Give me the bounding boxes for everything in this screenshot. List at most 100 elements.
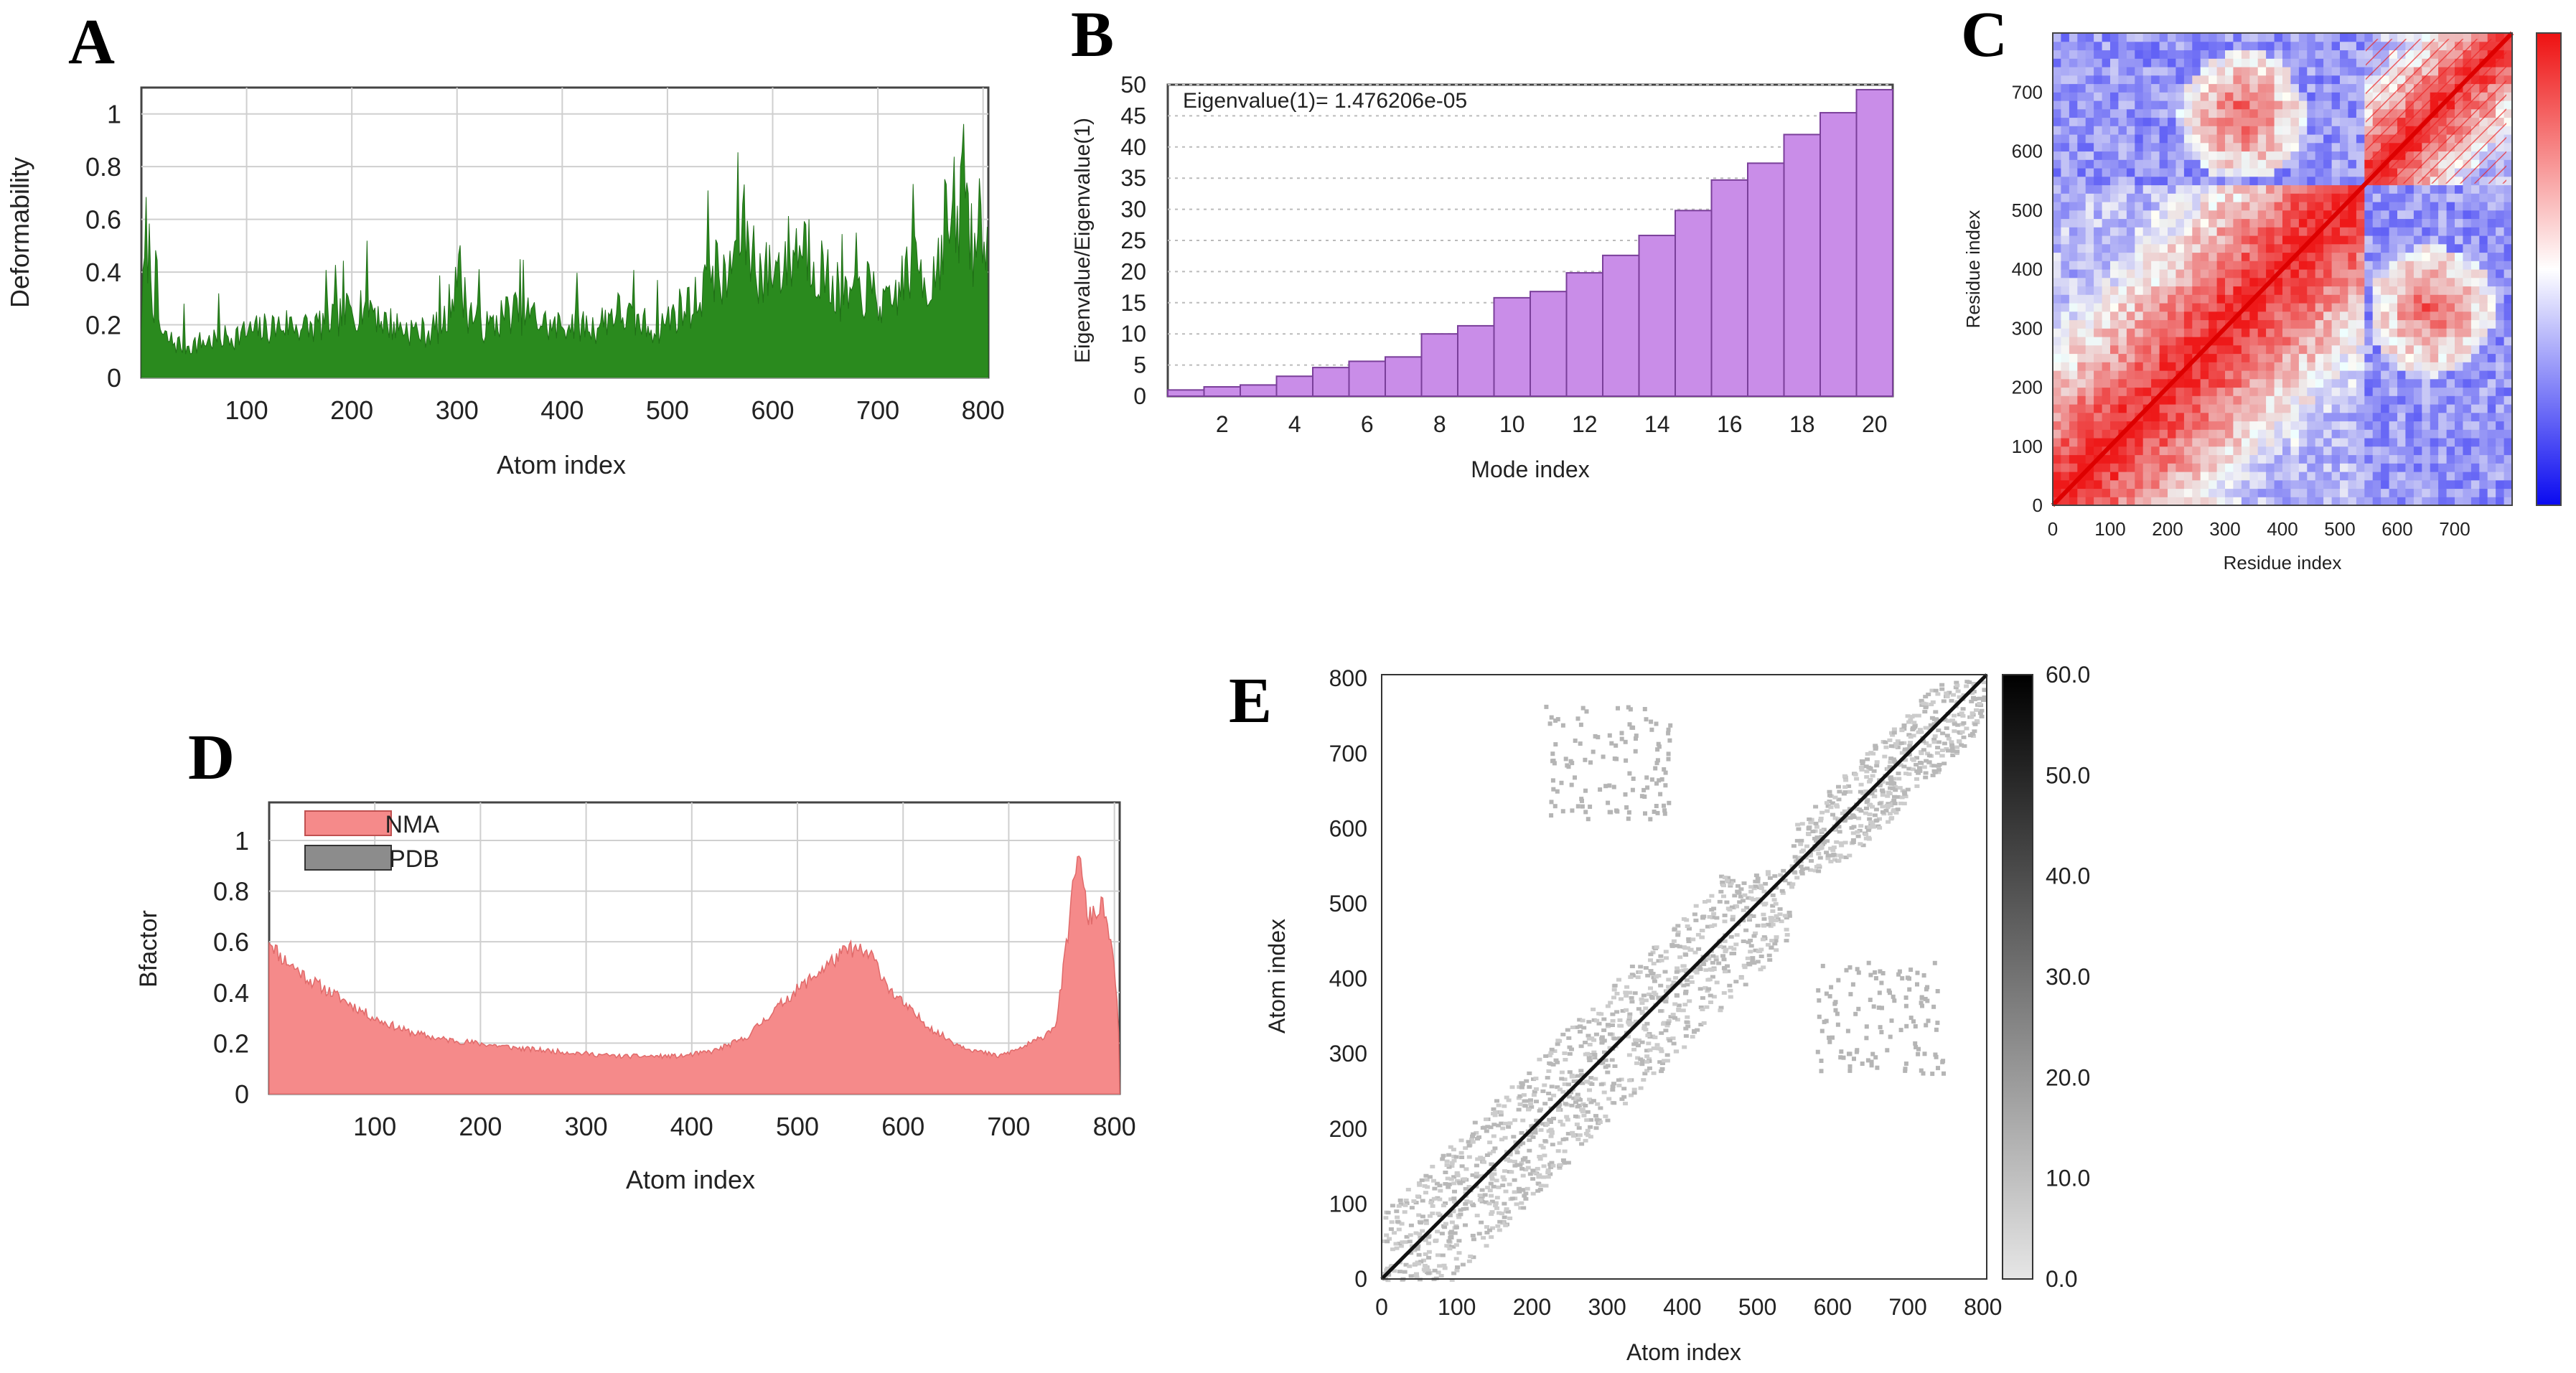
correlation-cell — [2159, 235, 2168, 245]
correlation-cell — [2094, 41, 2103, 51]
correlation-cell — [2142, 235, 2152, 245]
correlation-cell — [2061, 286, 2070, 295]
correlation-cell — [2389, 252, 2398, 261]
correlation-cell — [2126, 243, 2135, 253]
correlation-cell — [2430, 269, 2439, 278]
correlation-cell — [2381, 261, 2390, 270]
correlation-cell — [2225, 83, 2234, 93]
correlation-cell — [2053, 328, 2061, 337]
correlation-cell — [2307, 319, 2316, 329]
correlation-cell — [2102, 243, 2111, 253]
correlation-cell — [2249, 421, 2259, 430]
correlation-cell — [2487, 218, 2496, 228]
correlation-cell — [2331, 142, 2341, 152]
correlation-cell — [2315, 395, 2324, 405]
correlation-cell — [2430, 497, 2439, 506]
contact-point — [1653, 975, 1659, 979]
correlation-cell — [2118, 370, 2127, 380]
correlation-cell — [2422, 479, 2431, 489]
contact-point — [1860, 759, 1865, 764]
correlation-cell — [2159, 429, 2168, 439]
correlation-cell — [2126, 261, 2135, 270]
contact-point — [1588, 1117, 1593, 1122]
correlation-cell — [2438, 252, 2448, 261]
contact-point — [1631, 1047, 1637, 1051]
panel-a: A 100 200 300 400 500 600 700 800 00.20.40.60.8… — [5, 6, 1005, 479]
correlation-cell — [2209, 479, 2218, 489]
correlation-cell — [2118, 421, 2127, 430]
contact-point — [1701, 962, 1707, 966]
contact-point — [1732, 894, 1738, 898]
correlation-cell — [2233, 126, 2242, 135]
correlation-cell — [2216, 108, 2226, 118]
correlation-cell — [2077, 345, 2086, 355]
correlation-cell — [2290, 488, 2300, 497]
contact-point — [1563, 1102, 1568, 1106]
correlation-cell — [2479, 345, 2488, 355]
contact-point — [1538, 1143, 1544, 1148]
correlation-cell — [2340, 235, 2348, 245]
correlation-cell — [2151, 328, 2160, 337]
contact-point — [1842, 809, 1847, 813]
correlation-cell — [2183, 92, 2193, 101]
contact-point — [1422, 1263, 1428, 1267]
correlation-cell — [2356, 378, 2365, 388]
correlation-cell — [2266, 50, 2275, 59]
correlation-cell — [2233, 168, 2242, 177]
contact-point — [1402, 1270, 1408, 1274]
contact-point — [1774, 886, 1779, 890]
contact-point — [1556, 1105, 1562, 1109]
correlation-cell — [2053, 142, 2061, 152]
correlation-cell — [2151, 337, 2160, 346]
contact-point — [1603, 1114, 1608, 1118]
contact-point — [1854, 777, 1860, 781]
contact-point — [1466, 1185, 1472, 1189]
correlation-cell — [2249, 277, 2259, 287]
correlation-cell — [2192, 303, 2201, 312]
contact-point — [1741, 908, 1746, 912]
correlation-cell — [2266, 252, 2275, 261]
correlation-cell — [2061, 319, 2070, 329]
correlation-cell — [2175, 176, 2185, 186]
contact-point — [1906, 753, 1912, 757]
correlation-cell — [2183, 328, 2193, 337]
panel-c-cross-correlation-map — [2051, 31, 2514, 507]
correlation-cell — [2405, 353, 2415, 362]
correlation-cell — [2496, 184, 2505, 194]
correlation-cell — [2200, 362, 2209, 371]
contact-point — [1636, 1007, 1641, 1011]
correlation-cell — [2200, 337, 2209, 346]
correlation-cell — [2168, 108, 2176, 118]
correlation-cell — [2085, 261, 2094, 270]
contact-point — [1889, 731, 1894, 735]
contact-point — [1575, 1105, 1580, 1109]
y-tick-label: 35 — [1120, 165, 1146, 191]
correlation-cell — [2192, 311, 2201, 321]
contact-point — [1649, 996, 1655, 1000]
contact-point — [1914, 784, 1920, 788]
contact-point — [1474, 1163, 1479, 1168]
contact-point — [1761, 924, 1767, 928]
correlation-cell — [2159, 472, 2168, 481]
correlation-cell — [2470, 421, 2480, 430]
contact-point — [1819, 810, 1825, 815]
contact-point — [1959, 743, 1964, 747]
contact-point — [1492, 1146, 1498, 1151]
correlation-cell — [2496, 370, 2505, 380]
correlation-cell — [2413, 210, 2422, 220]
mode-bar — [1565, 272, 1603, 397]
contact-point — [1601, 1090, 1607, 1095]
contact-point — [1581, 1113, 1587, 1117]
contact-point — [1491, 1168, 1497, 1171]
correlation-cell — [2094, 210, 2103, 220]
correlation-cell — [2274, 319, 2283, 329]
correlation-cell — [2077, 227, 2086, 236]
correlation-cell — [2142, 472, 2152, 481]
correlation-cell — [2183, 176, 2193, 186]
mode-bar — [1819, 112, 1858, 397]
correlation-cell — [2364, 328, 2374, 337]
contact-point — [1565, 1117, 1570, 1122]
correlation-cell — [2348, 454, 2357, 464]
correlation-cell — [2307, 41, 2316, 51]
correlation-cell — [2168, 41, 2176, 51]
